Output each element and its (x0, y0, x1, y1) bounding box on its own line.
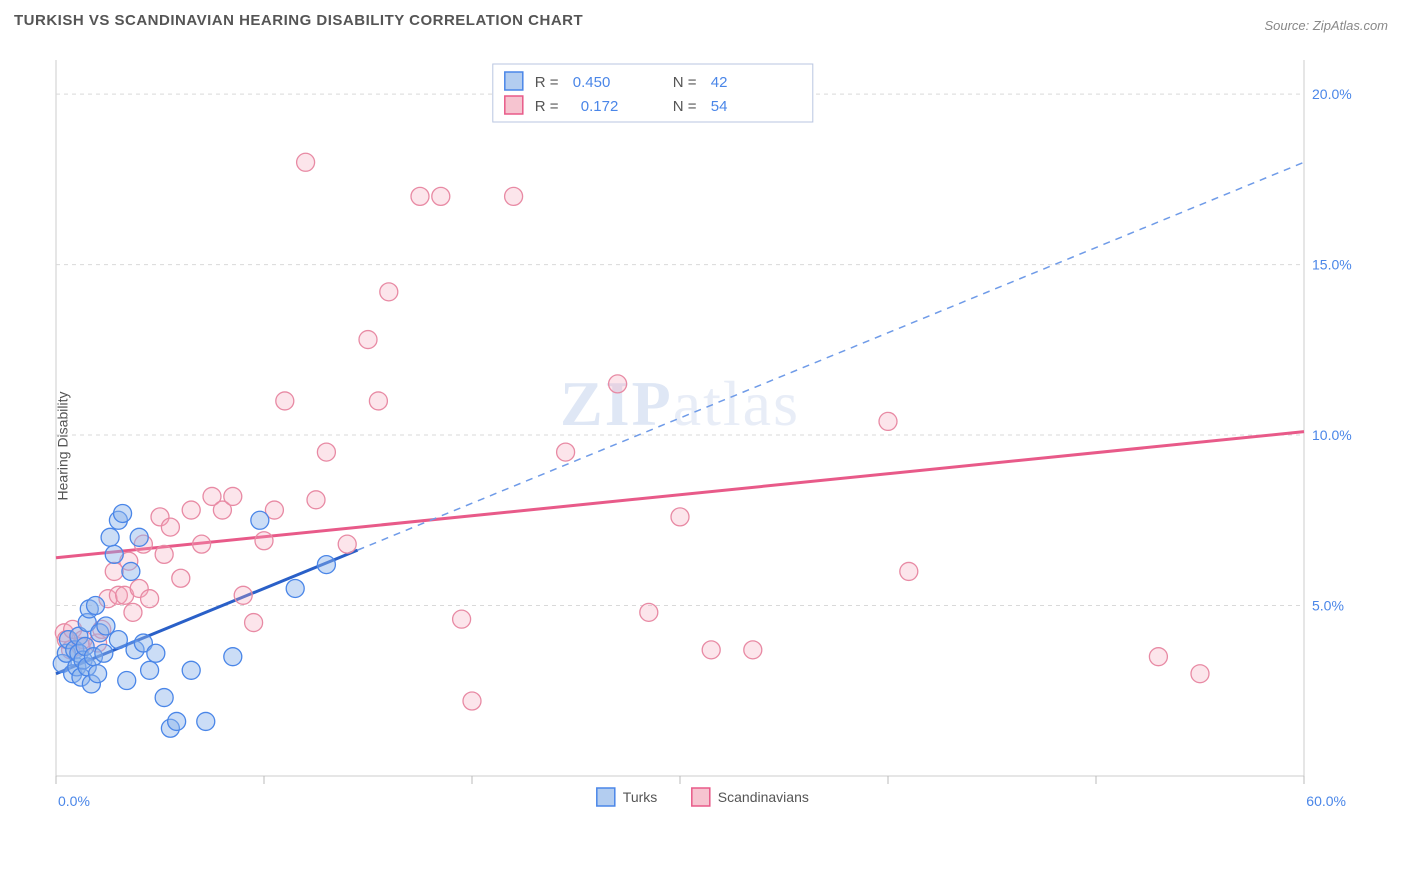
data-point-scandinavian (141, 590, 159, 608)
legend-n-value-scand: 54 (711, 98, 728, 115)
data-point-turk (317, 556, 335, 574)
bottom-legend-label-scand: Scandinavians (718, 789, 809, 805)
data-point-turk (87, 597, 105, 615)
data-point-scandinavian (193, 535, 211, 553)
data-point-scandinavian (338, 535, 356, 553)
data-point-turk (141, 661, 159, 679)
data-point-scandinavian (161, 518, 179, 536)
data-point-scandinavian (505, 187, 523, 205)
watermark: ZIPatlas (560, 368, 800, 439)
x-tick-label: 0.0% (58, 793, 90, 809)
data-point-turk (155, 689, 173, 707)
legend-n-label: N = (673, 74, 697, 91)
chart-container: TURKISH VS SCANDINAVIAN HEARING DISABILI… (0, 0, 1406, 892)
y-tick-label: 15.0% (1312, 257, 1352, 273)
y-tick-label: 5.0% (1312, 598, 1344, 614)
data-point-turk (122, 562, 140, 580)
data-point-scandinavian (369, 392, 387, 410)
data-point-scandinavian (744, 641, 762, 659)
legend-swatch-turks (505, 72, 523, 90)
data-point-scandinavian (702, 641, 720, 659)
legend-r-label: R = (535, 74, 559, 91)
y-tick-label: 10.0% (1312, 427, 1352, 443)
data-point-scandinavian (1149, 648, 1167, 666)
data-point-turk (182, 661, 200, 679)
data-point-scandinavian (172, 569, 190, 587)
legend-r-value-scand: 0.172 (581, 98, 619, 115)
data-point-turk (114, 504, 132, 522)
data-point-turk (147, 644, 165, 662)
legend-swatch-scand (505, 96, 523, 114)
data-point-scandinavian (640, 603, 658, 621)
data-point-turk (286, 579, 304, 597)
data-point-scandinavian (671, 508, 689, 526)
data-point-scandinavian (380, 283, 398, 301)
data-point-scandinavian (557, 443, 575, 461)
data-point-scandinavian (307, 491, 325, 509)
legend-n-label: N = (673, 98, 697, 115)
legend-r-value-turks: 0.450 (573, 74, 611, 91)
data-point-turk (251, 511, 269, 529)
trend-line (56, 432, 1304, 558)
data-point-turk (168, 712, 186, 730)
data-point-turk (95, 644, 113, 662)
trend-line-extrapolated (358, 162, 1304, 550)
data-point-scandinavian (234, 586, 252, 604)
legend-n-value-turks: 42 (711, 74, 728, 91)
data-point-turk (101, 528, 119, 546)
data-point-scandinavian (879, 412, 897, 430)
data-point-scandinavian (155, 545, 173, 563)
data-point-scandinavian (124, 603, 142, 621)
data-point-scandinavian (297, 153, 315, 171)
data-point-scandinavian (255, 532, 273, 550)
bottom-legend-swatch-scand (692, 788, 710, 806)
legend-r-label: R = (535, 98, 559, 115)
source-attribution: Source: ZipAtlas.com (1264, 18, 1388, 33)
data-point-scandinavian (609, 375, 627, 393)
data-point-scandinavian (411, 187, 429, 205)
data-point-turk (130, 528, 148, 546)
data-point-turk (89, 665, 107, 683)
data-point-turk (224, 648, 242, 666)
x-tick-label: 60.0% (1306, 793, 1346, 809)
data-point-scandinavian (432, 187, 450, 205)
data-point-scandinavian (453, 610, 471, 628)
data-point-scandinavian (359, 331, 377, 349)
data-point-scandinavian (900, 562, 918, 580)
bottom-legend-swatch-turks (597, 788, 615, 806)
data-point-scandinavian (224, 487, 242, 505)
chart-title: TURKISH VS SCANDINAVIAN HEARING DISABILI… (14, 12, 583, 29)
scatter-plot-svg: 5.0% 10.0% 15.0% 20.0% 0.0% 60.0% ZIPatlas R = 0… (52, 52, 1364, 822)
bottom-legend-label-turks: Turks (623, 789, 657, 805)
data-point-turk (118, 672, 136, 690)
data-point-scandinavian (182, 501, 200, 519)
data-point-scandinavian (276, 392, 294, 410)
y-tick-label: 20.0% (1312, 86, 1352, 102)
data-point-turk (197, 712, 215, 730)
data-point-turk (109, 631, 127, 649)
data-point-scandinavian (317, 443, 335, 461)
data-point-scandinavian (463, 692, 481, 710)
data-point-scandinavian (245, 614, 263, 632)
data-point-turk (105, 545, 123, 563)
data-point-scandinavian (1191, 665, 1209, 683)
plot-area: 5.0% 10.0% 15.0% 20.0% 0.0% 60.0% ZIPatlas R = 0… (52, 52, 1364, 822)
